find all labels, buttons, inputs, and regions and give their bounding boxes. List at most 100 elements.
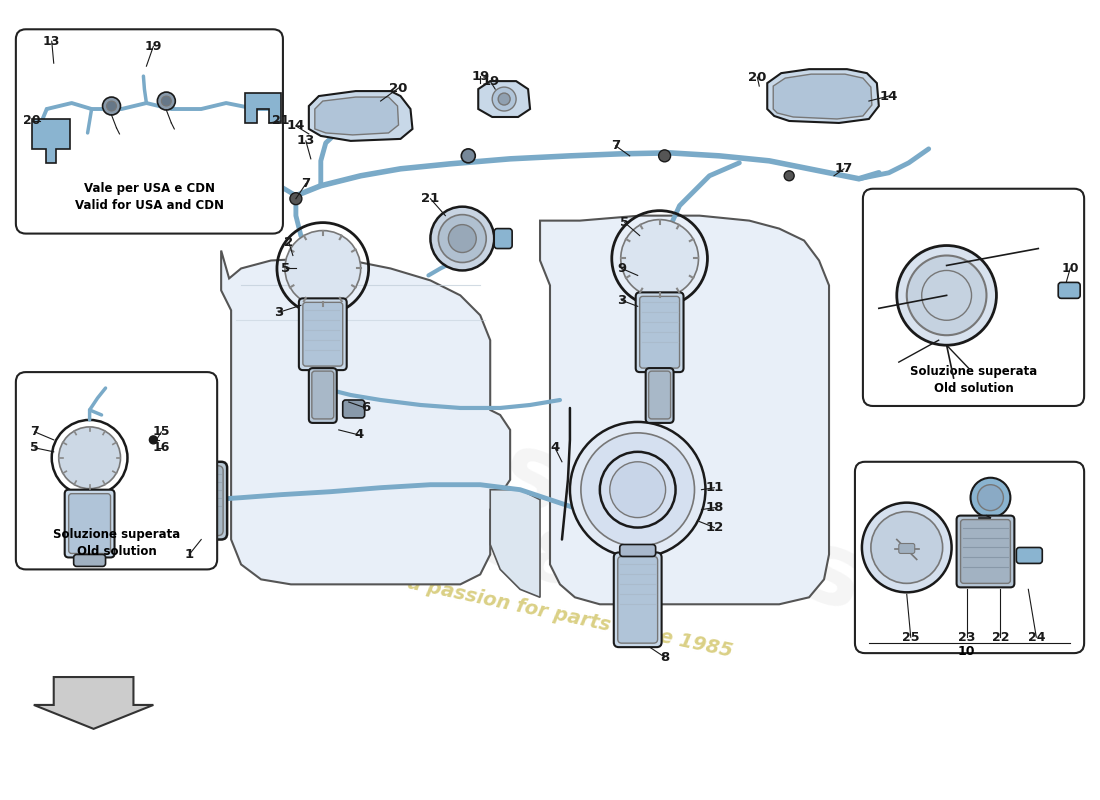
FancyBboxPatch shape	[1016, 547, 1043, 563]
Text: Soluzione superata: Soluzione superata	[910, 365, 1037, 378]
Text: Valid for USA and CDN: Valid for USA and CDN	[75, 199, 224, 212]
FancyBboxPatch shape	[649, 371, 671, 419]
Circle shape	[970, 478, 1011, 518]
Text: 4: 4	[354, 428, 363, 442]
Text: 21: 21	[421, 192, 440, 206]
Circle shape	[461, 149, 475, 163]
Circle shape	[896, 246, 997, 345]
Text: 9: 9	[617, 262, 626, 275]
Text: 4: 4	[550, 442, 560, 454]
Polygon shape	[32, 119, 69, 163]
FancyBboxPatch shape	[74, 554, 106, 566]
Circle shape	[285, 230, 361, 306]
FancyBboxPatch shape	[957, 515, 1014, 587]
Text: 23: 23	[958, 630, 976, 644]
Circle shape	[570, 422, 705, 558]
Text: 15: 15	[153, 426, 170, 438]
FancyBboxPatch shape	[618, 557, 658, 643]
FancyBboxPatch shape	[184, 466, 223, 535]
Circle shape	[498, 93, 510, 105]
Circle shape	[290, 193, 301, 205]
FancyBboxPatch shape	[179, 462, 227, 539]
Polygon shape	[315, 97, 398, 135]
Text: 5: 5	[31, 442, 40, 454]
Polygon shape	[491, 490, 540, 598]
Circle shape	[609, 462, 666, 518]
FancyBboxPatch shape	[614, 553, 661, 647]
Text: 19: 19	[471, 70, 490, 82]
FancyBboxPatch shape	[343, 400, 364, 418]
Text: 2: 2	[284, 236, 294, 249]
Circle shape	[620, 220, 698, 298]
Circle shape	[871, 512, 943, 583]
Text: 5: 5	[620, 216, 629, 229]
Circle shape	[492, 87, 516, 111]
Polygon shape	[221, 250, 510, 584]
Text: 16: 16	[153, 442, 170, 454]
FancyBboxPatch shape	[302, 302, 343, 366]
Text: 7: 7	[301, 178, 310, 190]
Text: 13: 13	[297, 134, 315, 147]
Text: 10: 10	[958, 645, 976, 658]
Text: 20: 20	[23, 114, 41, 127]
FancyBboxPatch shape	[68, 494, 110, 554]
Text: 22: 22	[992, 630, 1009, 644]
FancyBboxPatch shape	[636, 292, 683, 372]
Text: 19: 19	[481, 74, 499, 88]
Circle shape	[243, 161, 258, 177]
Text: 1: 1	[185, 548, 194, 561]
Text: 1985: 1985	[431, 498, 628, 618]
Circle shape	[430, 206, 494, 270]
Circle shape	[906, 255, 987, 335]
Text: 12: 12	[705, 521, 724, 534]
Circle shape	[449, 225, 476, 253]
Text: 6: 6	[361, 402, 371, 414]
Polygon shape	[245, 93, 280, 123]
Polygon shape	[773, 74, 872, 119]
Circle shape	[102, 97, 121, 115]
Text: Soluzione superata: Soluzione superata	[53, 528, 180, 541]
Text: 3: 3	[274, 306, 284, 319]
Text: 17: 17	[835, 162, 854, 175]
FancyBboxPatch shape	[15, 30, 283, 234]
Polygon shape	[767, 69, 879, 123]
Text: 7: 7	[31, 426, 40, 438]
Circle shape	[58, 427, 121, 489]
FancyBboxPatch shape	[1058, 282, 1080, 298]
Circle shape	[439, 214, 486, 262]
FancyBboxPatch shape	[855, 462, 1085, 653]
Text: 13: 13	[43, 34, 60, 48]
Polygon shape	[309, 91, 412, 141]
Text: Vale per USA e CDN: Vale per USA e CDN	[84, 182, 214, 195]
Text: 11: 11	[705, 481, 724, 494]
Text: Old solution: Old solution	[77, 545, 156, 558]
FancyBboxPatch shape	[494, 229, 513, 249]
Circle shape	[978, 485, 1003, 510]
Circle shape	[659, 150, 671, 162]
FancyBboxPatch shape	[960, 519, 1011, 583]
FancyBboxPatch shape	[299, 298, 346, 370]
Circle shape	[157, 92, 175, 110]
Text: 7: 7	[612, 139, 620, 152]
Text: 19: 19	[145, 40, 162, 53]
FancyBboxPatch shape	[311, 371, 333, 419]
Circle shape	[150, 436, 157, 444]
Text: 3: 3	[617, 294, 626, 307]
Text: 18: 18	[705, 501, 724, 514]
Circle shape	[107, 101, 117, 111]
Polygon shape	[34, 677, 153, 729]
Text: 14: 14	[880, 90, 898, 102]
FancyBboxPatch shape	[646, 368, 673, 423]
Text: 21: 21	[272, 114, 289, 127]
Text: 20: 20	[748, 70, 767, 84]
Text: a passion for parts since 1985: a passion for parts since 1985	[406, 574, 734, 661]
Text: 5: 5	[282, 262, 290, 275]
Circle shape	[581, 433, 694, 546]
Polygon shape	[478, 81, 530, 117]
FancyBboxPatch shape	[899, 543, 915, 554]
FancyBboxPatch shape	[862, 189, 1085, 406]
Text: 20: 20	[389, 82, 408, 94]
Text: 25: 25	[902, 630, 920, 644]
Text: 10: 10	[1062, 262, 1079, 275]
FancyBboxPatch shape	[619, 545, 656, 557]
